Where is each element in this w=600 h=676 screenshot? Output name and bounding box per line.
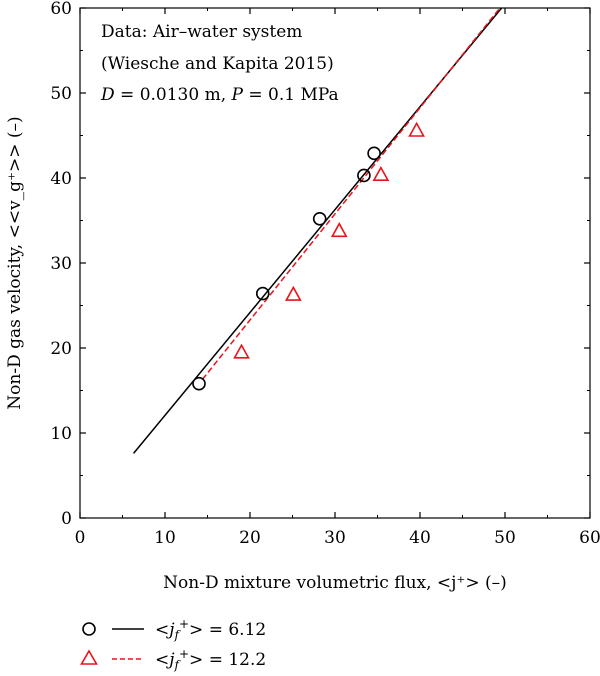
legend-entry-series-1: <jf+> = 6.12 — [82, 617, 266, 642]
legend-value-series-1: = 6.12 — [203, 620, 266, 640]
legend-value-series-2: = 12.2 — [203, 650, 266, 670]
y-axis-title: Non-D gas velocity, <<v_g⁺>> (–) — [5, 116, 25, 409]
data-point-series-2 — [372, 165, 390, 181]
annotation-p-value: = 0.1 MPa — [243, 85, 339, 105]
x-tick-label: 60 — [579, 528, 600, 548]
data-point-series-2 — [233, 343, 250, 359]
data-point-series-2 — [330, 222, 348, 238]
legend-label-series-1: <jf+> = 6.12 — [155, 617, 266, 642]
fit-lines — [132, 7, 503, 454]
data-point-series-2 — [284, 285, 302, 301]
annotation-d-value: = 0.0130 m, — [115, 85, 232, 105]
y-tick-label: 60 — [50, 0, 72, 19]
legend-triangle-marker — [80, 649, 98, 665]
x-tick-label: 40 — [409, 528, 431, 548]
data-point-series-1 — [255, 286, 270, 301]
data-point-series-1 — [357, 168, 371, 183]
data-markers — [192, 121, 425, 391]
fit-line-series-2 — [201, 7, 501, 380]
data-point-series-1 — [312, 212, 327, 226]
annotation-line-1: Data: Air–water system — [101, 22, 302, 42]
annotation-d-symbol: D — [100, 85, 115, 105]
y-tick-label: 20 — [50, 339, 72, 359]
x-tick-label: 50 — [494, 528, 516, 548]
legend-label-series-2: <jf+> = 12.2 — [155, 647, 266, 672]
y-tick-label: 40 — [50, 169, 72, 189]
x-axis-title: Non-D mixture volumetric flux, <j⁺> (–) — [163, 573, 507, 593]
x-tick-label: 20 — [239, 528, 261, 548]
data-point-series-1 — [192, 376, 206, 391]
data-point-series-1 — [367, 146, 381, 161]
y-tick-label: 50 — [50, 84, 72, 104]
legend-entry-series-2: <jf+> = 12.2 — [80, 647, 266, 672]
x-tick-label: 0 — [75, 528, 86, 548]
y-tick-label: 0 — [61, 509, 72, 529]
annotation-line-2: (Wiesche and Kapita 2015) — [101, 54, 334, 74]
y-tick-label: 10 — [50, 424, 72, 444]
x-tick-label: 10 — [154, 528, 176, 548]
annotation-p-symbol: P — [231, 85, 244, 105]
legend-circle-marker — [82, 622, 96, 636]
x-tick-label: 30 — [324, 528, 346, 548]
data-point-series-2 — [408, 121, 425, 137]
axis-ticks: 0 10 20 30 40 50 60 0 10 20 30 40 50 60 — [50, 0, 600, 548]
legend: <jf+> = 6.12 <jf+> = 12.2 — [80, 617, 266, 672]
y-tick-label: 30 — [50, 254, 72, 274]
annotation-line-3: D = 0.0130 m, P = 0.1 MPa — [100, 85, 339, 105]
